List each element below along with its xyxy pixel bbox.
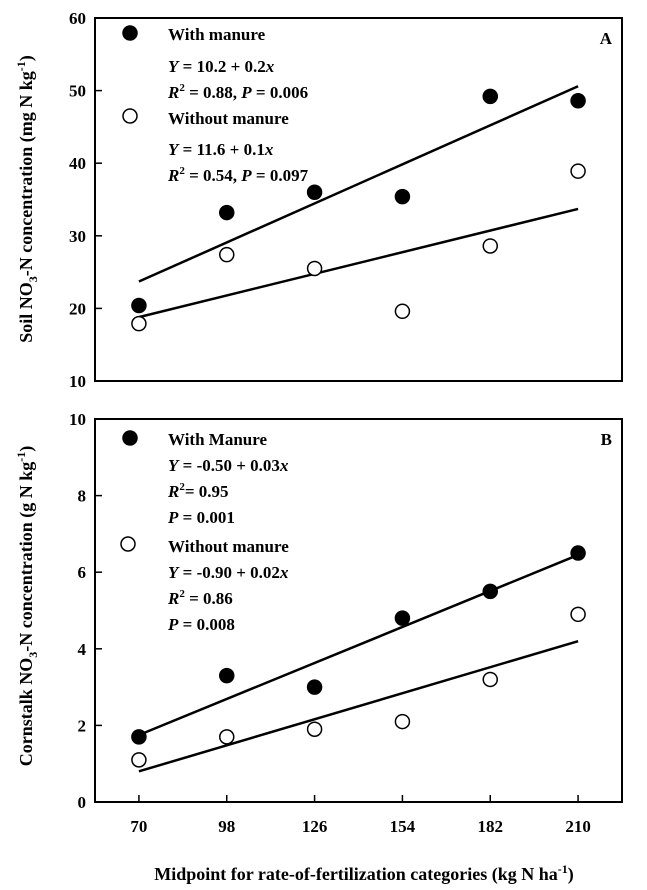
- legend-stats-with-manure: R2 = 0.88, P = 0.006: [167, 82, 308, 102]
- legend-equation-with-manure-b: Y = -0.50 + 0.03x: [168, 456, 289, 475]
- panel-a-y-axis: 10 20 30 40 50 60: [69, 9, 102, 391]
- y-tick-label-b-1: 2: [78, 716, 87, 735]
- y-tick-label-a-5: 60: [69, 9, 86, 28]
- data-point-b-0-5: [570, 545, 586, 561]
- data-point-a-0-2: [306, 184, 323, 200]
- data-point-b-1-1: [219, 729, 235, 745]
- y-axis-title-bottom: Cornstalk NO3-N concentration (g N kg-1): [14, 446, 40, 767]
- panel-b-x-axis: 70 98 126 154 182 210: [130, 795, 591, 836]
- fit-line-b-1: [138, 639, 579, 773]
- panel-b: 0 2 4 6 8 10 70 98 126 154 182 210 With Manure Y =…: [69, 410, 623, 836]
- legend-marker-without-manure: [122, 108, 138, 124]
- fit-line-b-0: [138, 553, 579, 737]
- y-tick-label-b-2: 4: [78, 640, 87, 659]
- y-tick-label-a-1: 20: [69, 299, 86, 318]
- legend-p-without-manure-b: P = 0.008: [167, 615, 235, 634]
- x-tick-label-1: 98: [218, 817, 235, 836]
- panel-b-legend: With Manure Y = -0.50 + 0.03x R2= 0.95 P…: [120, 430, 289, 634]
- data-point-a-0-4: [482, 88, 498, 105]
- legend-marker-without-manure-b: [120, 536, 136, 552]
- data-point-a-0-5: [570, 93, 586, 109]
- panel-a-label: A: [600, 29, 613, 48]
- panel-a-frame: [94, 17, 623, 382]
- legend-label-with-manure-b: With Manure: [168, 430, 267, 449]
- y-tick-label-b-4: 8: [78, 487, 87, 506]
- legend-equation-without-manure-b: Y = -0.90 + 0.02x: [168, 563, 289, 582]
- data-point-a-1-3: [394, 303, 411, 320]
- y-tick-label-a-0: 10: [69, 372, 86, 391]
- x-tick-label-3: 154: [390, 817, 416, 836]
- data-point-b-1-3: [394, 713, 411, 730]
- legend-equation-with-manure: Y = 10.2 + 0.2x: [168, 57, 275, 76]
- y-tick-label-b-5: 10: [69, 410, 86, 429]
- fit-line-a-0: [138, 85, 579, 283]
- panel-a-legend: With manure Y = 10.2 + 0.2x R2 = 0.88, P…: [122, 25, 309, 185]
- data-point-a-0-3: [394, 188, 411, 205]
- data-point-b-0-1: [219, 667, 235, 684]
- y-tick-label-a-2: 30: [69, 227, 86, 246]
- x-tick-label-0: 70: [130, 817, 147, 836]
- legend-marker-with-manure-b: [122, 430, 138, 446]
- legend-r2-without-manure-b: R2 = 0.86: [167, 588, 233, 608]
- data-point-b-1-4: [482, 671, 498, 688]
- y-axis-title-top: Soil NO3-N concentration (mg N kg-1): [14, 55, 40, 343]
- panel-a-fit-lines: [138, 85, 579, 319]
- x-axis-title: Midpoint for rate-of-fertilization categ…: [154, 862, 574, 885]
- legend-r2-with-manure-b: R2= 0.95: [167, 481, 229, 501]
- data-point-a-1-1: [219, 246, 235, 263]
- y-tick-label-a-4: 50: [69, 82, 86, 101]
- legend-label-without-manure-b: Without manure: [168, 537, 289, 556]
- legend-stats-without-manure: R2 = 0.54, P = 0.097: [167, 165, 309, 185]
- data-point-b-0-3: [394, 610, 411, 626]
- panel-b-points: [131, 545, 586, 768]
- legend-label-with-manure: With manure: [168, 25, 266, 44]
- y-tick-label-b-0: 0: [78, 793, 87, 812]
- data-point-b-1-5: [570, 606, 586, 623]
- x-tick-label-2: 126: [302, 817, 328, 836]
- y-tick-label-a-3: 40: [69, 154, 86, 173]
- data-point-b-1-0: [131, 752, 147, 768]
- legend-p-with-manure-b: P = 0.001: [167, 508, 235, 527]
- data-point-a-1-5: [570, 163, 586, 179]
- data-point-b-1-2: [306, 721, 323, 737]
- panel-a: 10 20 30 40 50 60 With manure Y = 10.2 + 0.2x…: [69, 9, 623, 391]
- data-point-b-0-0: [131, 729, 147, 745]
- panel-b-y-axis: 0 2 4 6 8 10: [69, 410, 102, 812]
- y-tick-label-b-3: 6: [78, 563, 87, 582]
- data-point-b-0-4: [482, 583, 498, 600]
- data-point-a-0-0: [131, 297, 147, 314]
- legend-equation-without-manure: Y = 11.6 + 0.1x: [168, 140, 274, 159]
- data-point-a-1-2: [306, 260, 323, 277]
- legend-label-without-manure: Without manure: [168, 109, 289, 128]
- legend-marker-with-manure: [122, 25, 138, 41]
- fit-line-a-1: [138, 207, 579, 319]
- panel-b-frame: [94, 418, 623, 803]
- data-point-a-1-0: [131, 315, 147, 332]
- panel-b-label: B: [601, 430, 612, 449]
- panel-b-fit-lines: [138, 553, 579, 773]
- panel-a-points: [131, 88, 586, 332]
- x-tick-label-5: 210: [565, 817, 591, 836]
- data-point-a-1-4: [482, 238, 498, 254]
- x-tick-label-4: 182: [478, 817, 504, 836]
- data-point-a-0-1: [219, 204, 235, 221]
- data-point-b-0-2: [306, 679, 323, 695]
